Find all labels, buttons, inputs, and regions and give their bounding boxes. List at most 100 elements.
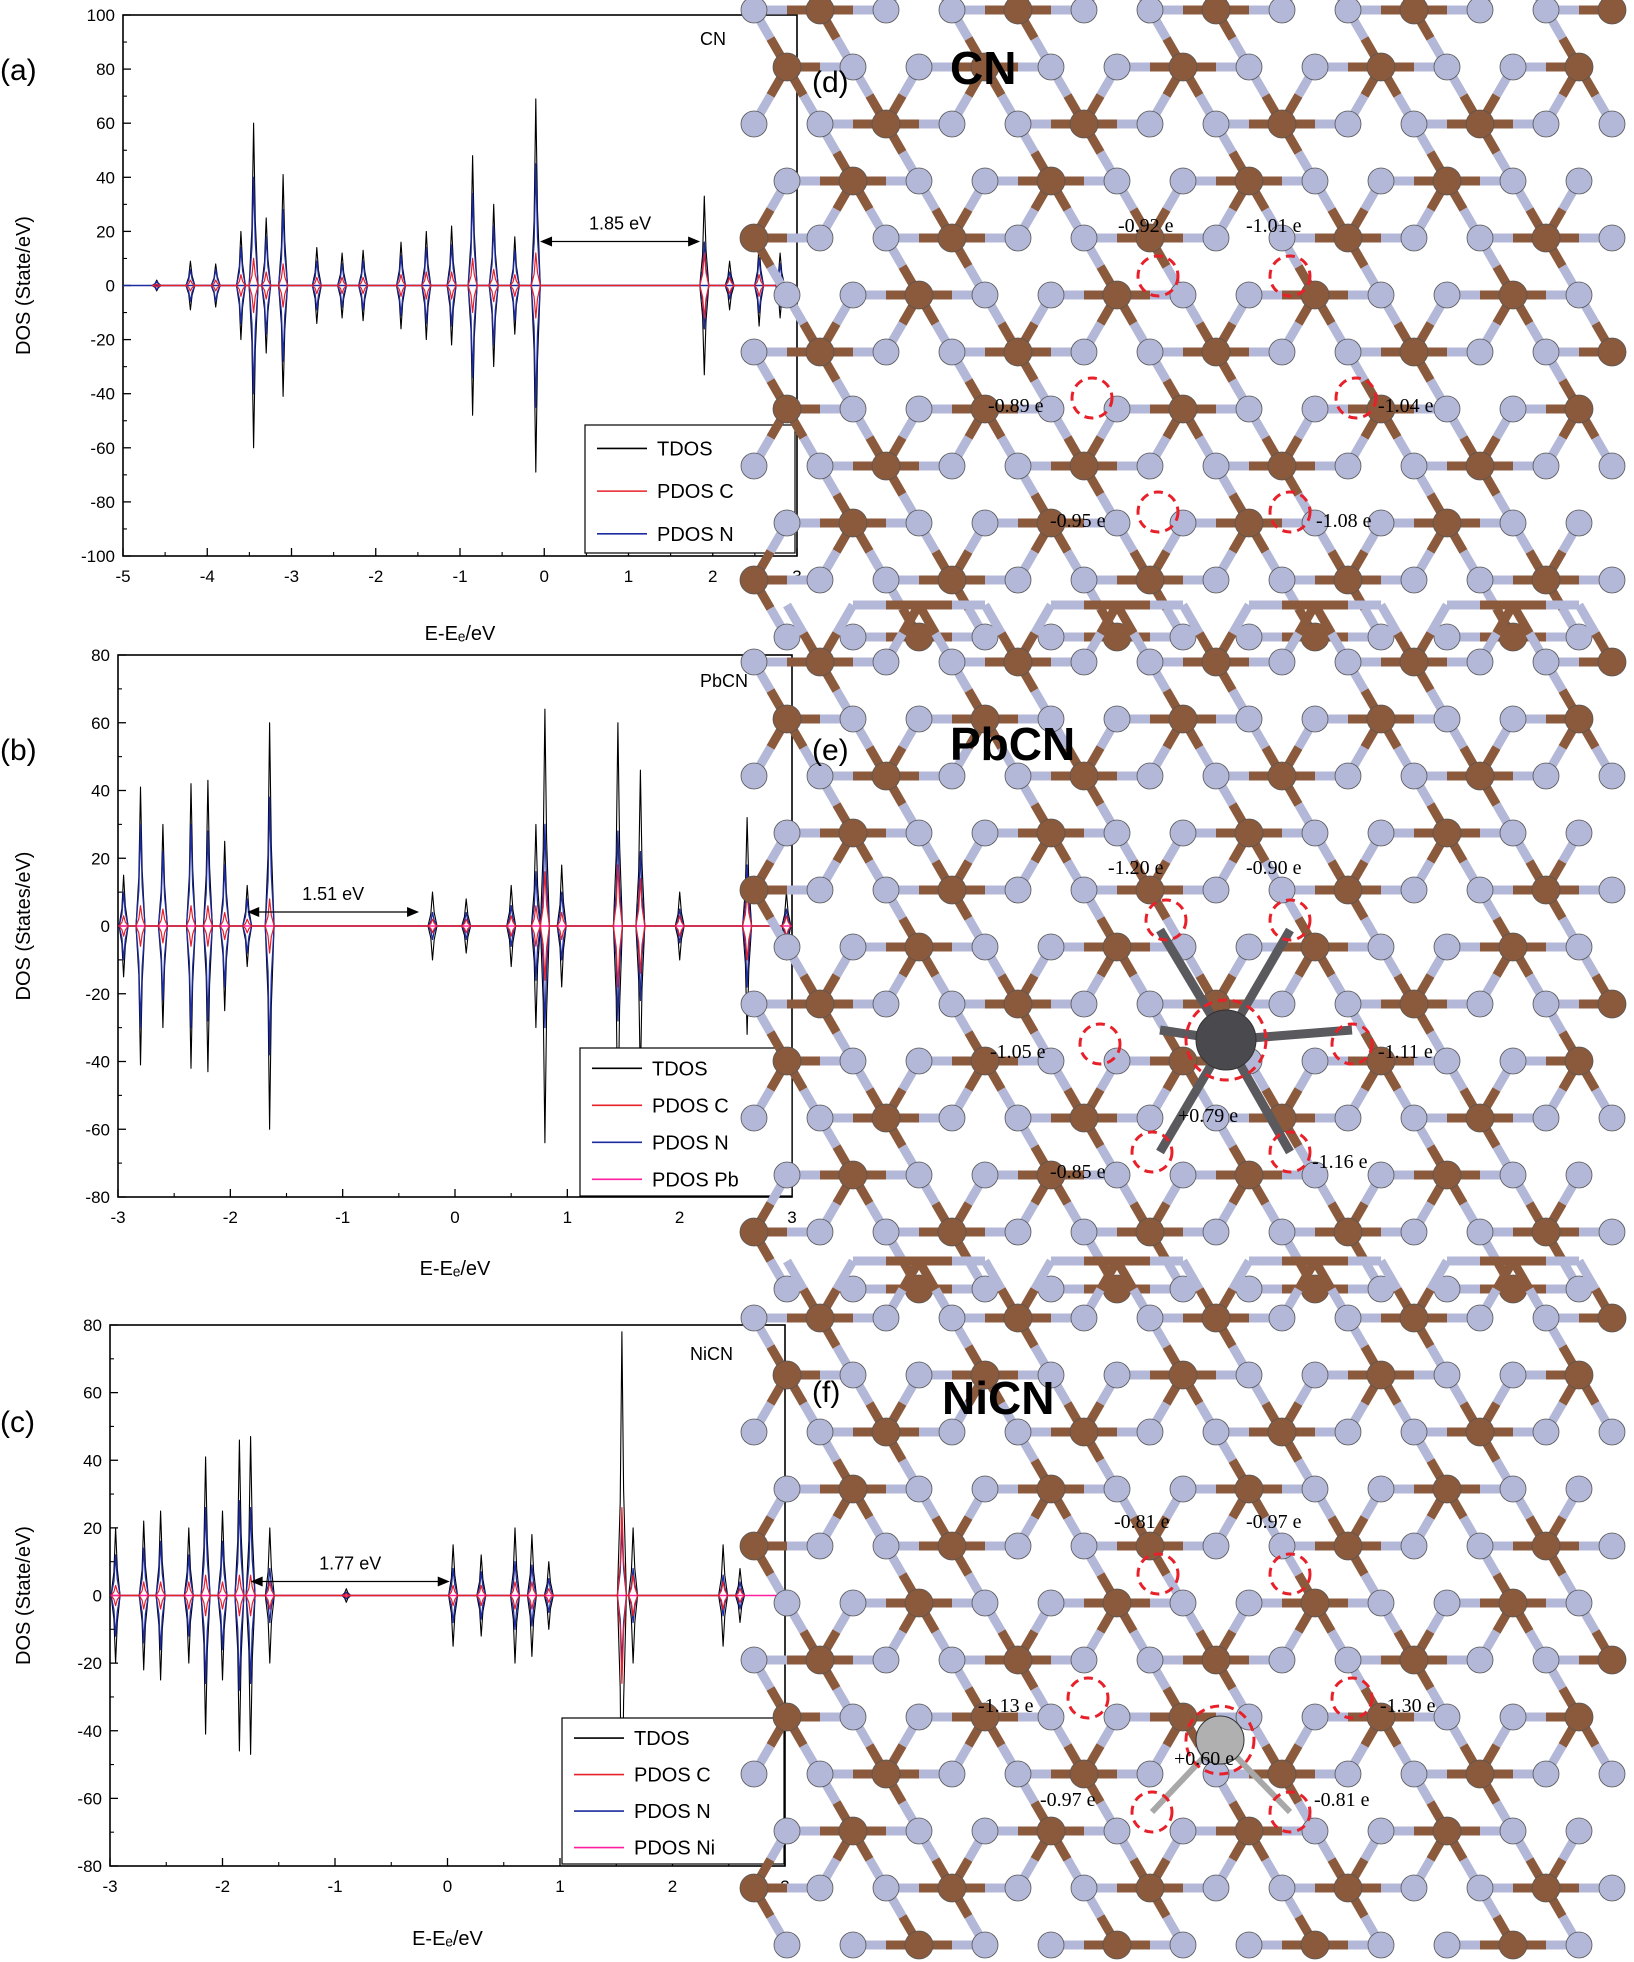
nitrogen-atom xyxy=(740,648,768,676)
carbon-atom xyxy=(838,166,868,196)
nitrogen-atom xyxy=(1169,623,1197,651)
nitrogen-atom xyxy=(1598,1104,1626,1132)
nitrogen-atom xyxy=(1202,1418,1230,1446)
nitrogen-atom xyxy=(740,990,768,1018)
y-tick-label: 80 xyxy=(96,60,115,79)
nitrogen-atom xyxy=(1169,167,1197,195)
ni-atom xyxy=(1195,1715,1245,1765)
nitrogen-atom xyxy=(1466,338,1494,366)
nitrogen-atom xyxy=(1400,1104,1428,1132)
carbon-atom xyxy=(772,1360,802,1390)
y-tick-label: -80 xyxy=(77,1857,102,1876)
nitrogen-atom xyxy=(1499,1475,1527,1503)
bond xyxy=(1492,1258,1517,1292)
nitrogen-atom xyxy=(1334,990,1362,1018)
nitrogen-atom xyxy=(938,1104,966,1132)
nitrogen-atom xyxy=(971,623,999,651)
carbon-atom xyxy=(1267,451,1297,481)
nitrogen-atom xyxy=(1466,1218,1494,1246)
nitrogen-atom xyxy=(1136,648,1164,676)
carbon-atom xyxy=(1300,1588,1330,1618)
nitrogen-atom xyxy=(1169,1589,1197,1617)
nitrogen-atom xyxy=(1433,281,1461,309)
x-tick-label: 0 xyxy=(450,1208,459,1227)
nitrogen-atom xyxy=(1400,1532,1428,1560)
nitrogen-atom xyxy=(806,1104,834,1132)
nitrogen-atom xyxy=(1433,933,1461,961)
nitrogen-atom xyxy=(839,1361,867,1389)
y-tick-label: 80 xyxy=(91,646,110,665)
charge-label: -1.04 e xyxy=(1378,395,1434,417)
nitrogen-atom xyxy=(839,933,867,961)
carbon-atom xyxy=(1036,1474,1066,1504)
carbon-atom xyxy=(1102,1588,1132,1618)
dos-panels: -5-4-3-2-10123-100-80-60-40-200204060801… xyxy=(0,6,802,1950)
nitrogen-atom xyxy=(1070,0,1098,24)
nitrogen-atom xyxy=(1433,1589,1461,1617)
dos-series-c-down xyxy=(110,1594,745,1684)
nitrogen-atom xyxy=(1598,1418,1626,1446)
carbon-atom xyxy=(1135,223,1165,253)
legend-entry: TDOS xyxy=(634,1728,690,1750)
nitrogen-atom xyxy=(773,1931,801,1959)
nitrogen-atom xyxy=(1400,566,1428,594)
charge-label: -0.90 e xyxy=(1246,857,1302,879)
band-gap-label: 1.51 eV xyxy=(302,884,364,904)
nitrogen-atom xyxy=(1103,167,1131,195)
structure-panel xyxy=(739,0,1634,652)
dos-series-n-down xyxy=(151,284,786,408)
carbon-atom xyxy=(1597,0,1627,25)
nitrogen-atom xyxy=(1301,395,1329,423)
nitrogen-atom xyxy=(773,819,801,847)
structure-e-labels: (e) PbCN -1.20 e -0.90 e -1.05 e -1.11 e… xyxy=(812,718,1433,1183)
panel-label-d: (d) xyxy=(812,66,849,99)
x-axis-label: E-Eₑ/eV xyxy=(425,623,496,645)
atom-highlight-ring xyxy=(1330,1676,1374,1720)
nitrogen-atom xyxy=(971,1931,999,1959)
carbon-atom xyxy=(1597,1645,1627,1675)
nitrogen-atom xyxy=(1169,819,1197,847)
atom-highlight-ring xyxy=(1268,254,1312,298)
charge-label: -0.95 e xyxy=(1050,510,1106,532)
nitrogen-atom xyxy=(905,819,933,847)
x-tick-label: 1 xyxy=(563,1208,572,1227)
nitrogen-atom xyxy=(806,1218,834,1246)
nitrogen-atom xyxy=(1301,1475,1329,1503)
nitrogen-atom xyxy=(773,1475,801,1503)
bond xyxy=(1096,1258,1121,1292)
nitrogen-atom xyxy=(1565,1931,1593,1959)
structure-panel xyxy=(739,1256,1634,1962)
nitrogen-atom xyxy=(1070,224,1098,252)
bond xyxy=(981,602,1006,636)
legend-entry: PDOS Ni xyxy=(634,1838,715,1860)
nitrogen-atom xyxy=(1499,705,1527,733)
nitrogen-atom xyxy=(1103,1703,1131,1731)
nitrogen-atom xyxy=(806,224,834,252)
carbon-atom xyxy=(805,337,835,367)
nitrogen-atom xyxy=(1301,1361,1329,1389)
bond xyxy=(1294,1258,1319,1292)
nitrogen-atom xyxy=(740,338,768,366)
bond xyxy=(832,1258,857,1292)
carbon-atom xyxy=(970,52,1000,82)
charge-label: -0.81 e xyxy=(1114,1511,1170,1533)
structure-title-cn: CN xyxy=(950,42,1016,94)
nitrogen-atom xyxy=(905,705,933,733)
carbon-atom xyxy=(1135,875,1165,905)
x-tick-label: -1 xyxy=(327,1877,342,1896)
carbon-atom xyxy=(1234,818,1264,848)
nitrogen-atom xyxy=(1268,1218,1296,1246)
y-tick-label: 0 xyxy=(93,1587,102,1606)
carbon-atom xyxy=(1003,1303,1033,1333)
nitrogen-atom xyxy=(1136,0,1164,24)
carbon-atom xyxy=(838,1816,868,1846)
metal-highlight-ring xyxy=(1184,1704,1256,1776)
legend-entry: TDOS xyxy=(652,1058,708,1080)
nitrogen-atom xyxy=(1598,1532,1626,1560)
carbon-atom xyxy=(1003,647,1033,677)
nitrogen-atom xyxy=(806,110,834,138)
atom-highlight-ring xyxy=(1066,1676,1110,1720)
nitrogen-atom xyxy=(1499,1361,1527,1389)
carbon-atom xyxy=(805,1303,835,1333)
carbon-atom xyxy=(1432,818,1462,848)
